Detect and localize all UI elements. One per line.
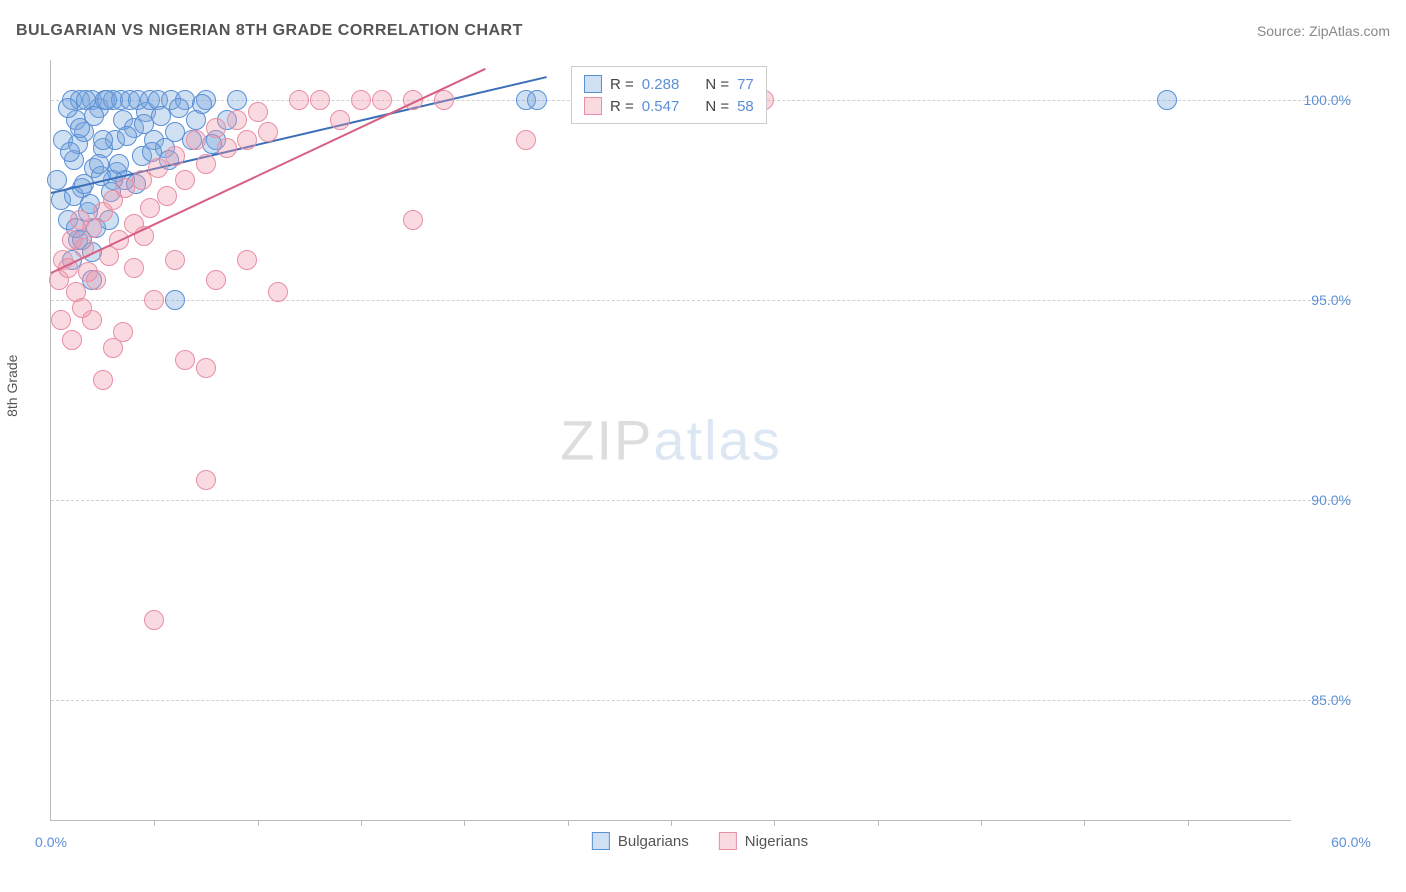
data-point — [151, 106, 171, 126]
xtick — [464, 820, 465, 826]
stats-legend-row: R = 0.547 N = 58 — [584, 95, 754, 117]
data-point — [157, 186, 177, 206]
legend-label-nigerians: Nigerians — [745, 833, 808, 850]
ytick-label: 95.0% — [1296, 292, 1351, 308]
chart-area: 8th Grade ZIPatlas 85.0%90.0%95.0%100.0%… — [50, 60, 1350, 820]
stats-legend: R = 0.288 N = 77 R = 0.547 N = 58 — [571, 66, 767, 124]
data-point — [206, 270, 226, 290]
r-value: 0.288 — [642, 76, 680, 93]
swatch-bulgarians — [592, 832, 610, 850]
data-point — [527, 90, 547, 110]
plot-region: ZIPatlas 85.0%90.0%95.0%100.0%0.0%60.0%R… — [50, 60, 1291, 821]
data-point — [175, 170, 195, 190]
legend-label-bulgarians: Bulgarians — [618, 833, 689, 850]
xtick — [154, 820, 155, 826]
chart-container: BULGARIAN VS NIGERIAN 8TH GRADE CORRELAT… — [0, 0, 1406, 892]
data-point — [516, 130, 536, 150]
data-point — [93, 130, 113, 150]
data-point — [310, 90, 330, 110]
data-point — [258, 122, 278, 142]
ytick-label: 90.0% — [1296, 492, 1351, 508]
data-point — [268, 282, 288, 302]
data-point — [217, 138, 237, 158]
data-point — [206, 118, 226, 138]
legend-item-bulgarians: Bulgarians — [592, 832, 689, 850]
data-point — [47, 170, 67, 190]
ytick-label: 100.0% — [1296, 92, 1351, 108]
data-point — [372, 90, 392, 110]
data-point — [186, 130, 206, 150]
swatch-nigerians — [719, 832, 737, 850]
data-point — [403, 210, 423, 230]
gridline — [51, 300, 1351, 301]
data-point — [196, 470, 216, 490]
xtick — [1084, 820, 1085, 826]
data-point — [196, 154, 216, 174]
data-point — [58, 98, 78, 118]
xtick — [671, 820, 672, 826]
data-point — [434, 90, 454, 110]
n-value: 77 — [737, 76, 754, 93]
data-point — [330, 110, 350, 130]
legend-item-nigerians: Nigerians — [719, 832, 808, 850]
r-label: R = — [610, 98, 634, 115]
legend-swatch — [584, 97, 602, 115]
xtick — [878, 820, 879, 826]
xtick — [981, 820, 982, 826]
data-point — [84, 106, 104, 126]
bottom-legend: Bulgarians Nigerians — [592, 832, 808, 850]
xtick — [258, 820, 259, 826]
data-point — [144, 290, 164, 310]
chart-title: BULGARIAN VS NIGERIAN 8TH GRADE CORRELAT… — [16, 22, 523, 40]
xtick — [568, 820, 569, 826]
data-point — [351, 90, 371, 110]
n-value: 58 — [737, 98, 754, 115]
watermark-zip: ZIP — [560, 409, 653, 472]
n-label: N = — [705, 76, 729, 93]
data-point — [89, 154, 109, 174]
data-point — [113, 322, 133, 342]
data-point — [124, 258, 144, 278]
data-point — [165, 250, 185, 270]
data-point — [93, 370, 113, 390]
data-point — [248, 102, 268, 122]
data-point — [169, 98, 189, 118]
watermark-atlas: atlas — [653, 409, 781, 472]
n-label: N = — [705, 98, 729, 115]
data-point — [165, 146, 185, 166]
data-point — [165, 290, 185, 310]
xtick — [774, 820, 775, 826]
gridline — [51, 500, 1351, 501]
y-axis-label: 8th Grade — [4, 355, 20, 417]
xtick — [1188, 820, 1189, 826]
header: BULGARIAN VS NIGERIAN 8TH GRADE CORRELAT… — [16, 22, 1390, 40]
xtick-label: 0.0% — [35, 834, 67, 850]
data-point — [1157, 90, 1177, 110]
r-value: 0.547 — [642, 98, 680, 115]
source-label: Source: ZipAtlas.com — [1257, 23, 1390, 39]
stats-legend-row: R = 0.288 N = 77 — [584, 73, 754, 95]
data-point — [86, 270, 106, 290]
r-label: R = — [610, 76, 634, 93]
data-point — [227, 110, 247, 130]
xtick-label: 60.0% — [1331, 834, 1371, 850]
watermark: ZIPatlas — [560, 408, 781, 473]
data-point — [51, 310, 71, 330]
data-point — [144, 610, 164, 630]
gridline — [51, 700, 1351, 701]
data-point — [192, 94, 212, 114]
data-point — [227, 90, 247, 110]
xtick — [361, 820, 362, 826]
legend-swatch — [584, 75, 602, 93]
data-point — [237, 130, 257, 150]
data-point — [109, 154, 129, 174]
data-point — [196, 358, 216, 378]
data-point — [72, 298, 92, 318]
data-point — [289, 90, 309, 110]
data-point — [60, 142, 80, 162]
data-point — [175, 350, 195, 370]
data-point — [62, 330, 82, 350]
data-point — [237, 250, 257, 270]
ytick-label: 85.0% — [1296, 692, 1351, 708]
